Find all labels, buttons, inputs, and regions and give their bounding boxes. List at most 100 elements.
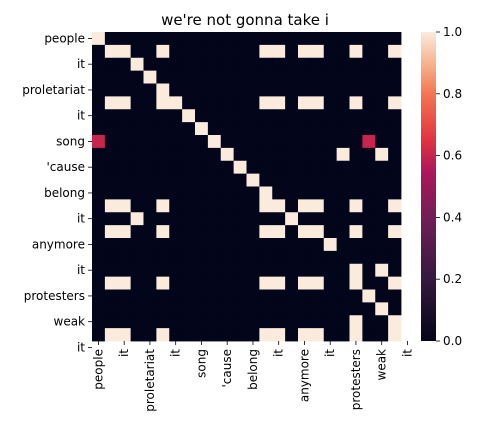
heatmap-cell [298, 263, 312, 278]
heatmap-cell [323, 276, 338, 290]
heatmap-cell [336, 186, 350, 200]
y-tick-label: anymore [32, 237, 85, 251]
heatmap-cell [336, 109, 350, 123]
heatmap-cell [246, 250, 260, 265]
heatmap-cell [143, 225, 157, 239]
heatmap-cell [130, 238, 144, 252]
heatmap-cell [349, 238, 363, 252]
heatmap-cell [169, 70, 183, 84]
heatmap-cell [233, 32, 247, 46]
heatmap-cell [310, 315, 325, 329]
heatmap-cell [117, 238, 132, 252]
chart-title: we're not gonna take i [161, 11, 329, 29]
heatmap-cell [143, 238, 157, 252]
heatmap-cell [388, 173, 402, 187]
heatmap-cell [156, 70, 170, 84]
heatmap-cell [246, 109, 260, 123]
heatmap-cell [285, 44, 299, 59]
heatmap-cell [117, 328, 132, 342]
heatmap-cell [323, 263, 338, 278]
heatmap-cell [310, 225, 325, 239]
heatmap-cell [143, 186, 157, 200]
heatmap-cell [130, 302, 144, 316]
heatmap-cell [169, 186, 183, 200]
heatmap-cell [143, 70, 157, 84]
heatmap-cell [233, 122, 247, 136]
heatmap-cell [220, 250, 235, 265]
heatmap-cell [246, 173, 260, 187]
heatmap-cell [117, 70, 132, 84]
heatmap-cell [182, 135, 196, 149]
heatmap-cell [259, 289, 273, 303]
heatmap-cell [117, 135, 132, 149]
heatmap-cell [388, 250, 402, 265]
heatmap-cell [156, 315, 170, 329]
heatmap-cell [298, 160, 312, 175]
heatmap-cell [259, 173, 273, 187]
heatmap-cell [259, 199, 273, 213]
heatmap-cell [310, 135, 325, 149]
heatmap-cell [259, 57, 273, 72]
heatmap-cell [220, 70, 235, 84]
heatmap-cell [130, 44, 144, 59]
heatmap-cell [182, 212, 196, 226]
heatmap-cell [104, 302, 119, 316]
heatmap-cell [272, 83, 286, 97]
heatmap-cell [207, 186, 222, 200]
heatmap-cell [195, 238, 209, 252]
heatmap-cell [285, 160, 299, 175]
heatmap-cell [362, 147, 376, 162]
heatmap-cell [156, 109, 170, 123]
heatmap-cell [336, 289, 350, 303]
heatmap-cell [362, 32, 376, 46]
heatmap-cell [246, 199, 260, 213]
heatmap-cell [195, 135, 209, 149]
heatmap-cell [117, 225, 132, 239]
heatmap-cell [143, 122, 157, 136]
y-tick-label: protesters [24, 289, 85, 303]
y-tick-label: it [77, 57, 85, 71]
heatmap-cell [92, 160, 106, 175]
heatmap-cell [285, 173, 299, 187]
heatmap-cell [195, 263, 209, 278]
heatmap-cell [104, 328, 119, 342]
heatmap-cell [220, 44, 235, 59]
heatmap-cell [143, 57, 157, 72]
heatmap-cell [310, 212, 325, 226]
heatmap-cell [272, 122, 286, 136]
heatmap-cell [156, 96, 170, 110]
x-tick-label: protesters [349, 349, 363, 410]
heatmap-cell [143, 160, 157, 175]
heatmap-cell [362, 109, 376, 123]
heatmap-cell [182, 44, 196, 59]
heatmap-cell [104, 109, 119, 123]
heatmap-cell [388, 122, 402, 136]
heatmap-cell [92, 250, 106, 265]
y-tick-label: it [77, 340, 85, 354]
heatmap-cell [259, 70, 273, 84]
heatmap-cell [310, 96, 325, 110]
y-tick-label: people [44, 31, 85, 45]
heatmap-cell [375, 315, 389, 329]
heatmap-cell [156, 186, 170, 200]
heatmap-cell [298, 83, 312, 97]
heatmap-cell [285, 212, 299, 226]
heatmap-cell [207, 173, 222, 187]
heatmap-cell [207, 238, 222, 252]
heatmap-cell [310, 199, 325, 213]
heatmap-cell [207, 32, 222, 46]
heatmap-cell [195, 315, 209, 329]
heatmap-cell [92, 328, 106, 342]
heatmap-cell [220, 160, 235, 175]
heatmap-cell [259, 160, 273, 175]
heatmap-cell [259, 83, 273, 97]
heatmap-cell [272, 44, 286, 59]
heatmap-cell [259, 315, 273, 329]
heatmap-cell [375, 147, 389, 162]
heatmap-cell [259, 122, 273, 136]
heatmap-cell [92, 70, 106, 84]
heatmap-cell [207, 315, 222, 329]
colorbar-tick-label: 0.6 [443, 149, 462, 163]
heatmap-cell [336, 302, 350, 316]
heatmap-cell [388, 96, 402, 110]
